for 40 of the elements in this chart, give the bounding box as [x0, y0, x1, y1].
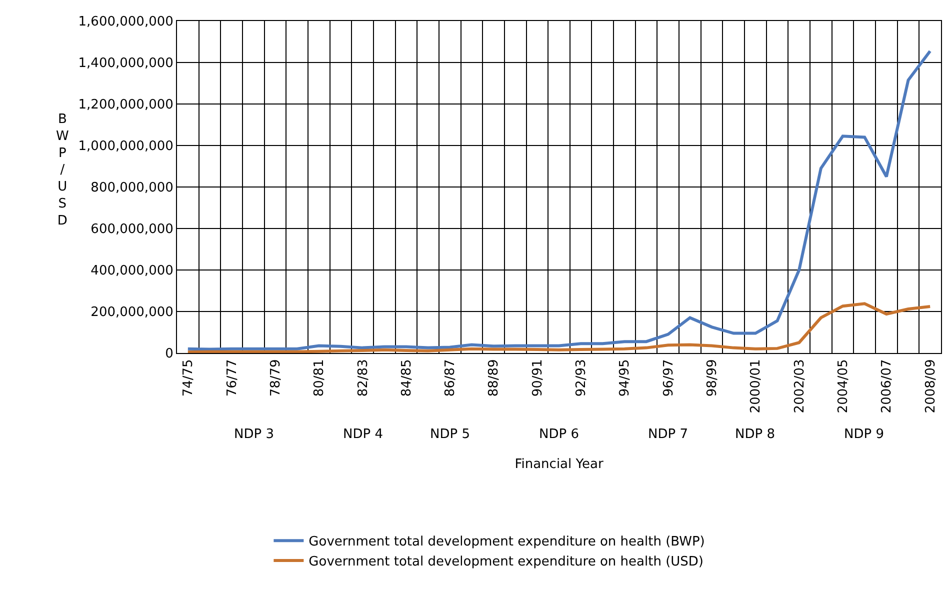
x-tick-label: 92/93 [574, 359, 590, 397]
x-tick-label: 2008/09 [923, 359, 938, 414]
x-tick-label: 2002/03 [792, 359, 808, 414]
y-tick-label: 1,200,000,000 [78, 98, 174, 113]
x-tick-label: 74/75 [181, 359, 196, 397]
x-tick-label: 98/99 [705, 359, 720, 397]
x-axis-title: Financial Year [514, 456, 604, 472]
text: NDP 7 [648, 427, 688, 442]
y-tick-label: 400,000,000 [90, 264, 174, 279]
x-tick-label: 78/79 [268, 359, 284, 397]
x-tick-label: 96/97 [661, 359, 676, 397]
text: NDP 8 [735, 427, 775, 442]
x-tick-label: 86/87 [443, 359, 458, 397]
legend-label: Government total development expenditure on health (BWP) [308, 534, 705, 550]
y-tick-label: 200,000,000 [90, 305, 174, 320]
y-tick-label: 1,400,000,000 [78, 56, 174, 72]
x-tick-label: 88/89 [486, 359, 502, 397]
text: NDP 9 [844, 427, 884, 442]
legend-label: Government total development expenditure on health (USD) [308, 554, 704, 570]
x-tick-label: 94/95 [618, 359, 633, 397]
text: NDP 5 [430, 427, 470, 442]
line-series [186, 302, 932, 353]
x-tick-label: 76/77 [224, 359, 240, 397]
y-tick-label: 1,000,000,000 [78, 139, 174, 154]
x-tick-label: 80/81 [312, 359, 328, 397]
x-tick-label: 2006/07 [880, 359, 895, 414]
y-axis-title: BWP/USD [56, 112, 69, 228]
text: NDP 3 [234, 427, 274, 442]
text: NDP 4 [343, 427, 383, 442]
y-tick-label: 600,000,000 [90, 222, 174, 238]
y-tick-label: 1,600,000,000 [78, 14, 174, 30]
y-tick-label: 800,000,000 [90, 180, 174, 196]
y-tick-label: 0 [165, 346, 174, 362]
x-tick-label: 2000/01 [748, 359, 764, 414]
x-tick-label: 82/83 [356, 359, 371, 397]
x-tick-label: 84/85 [399, 359, 414, 397]
text: NDP 6 [539, 427, 579, 442]
x-tick-label: 2004/05 [836, 359, 851, 414]
line-series [186, 50, 932, 351]
x-tick-label: 90/91 [530, 359, 546, 397]
